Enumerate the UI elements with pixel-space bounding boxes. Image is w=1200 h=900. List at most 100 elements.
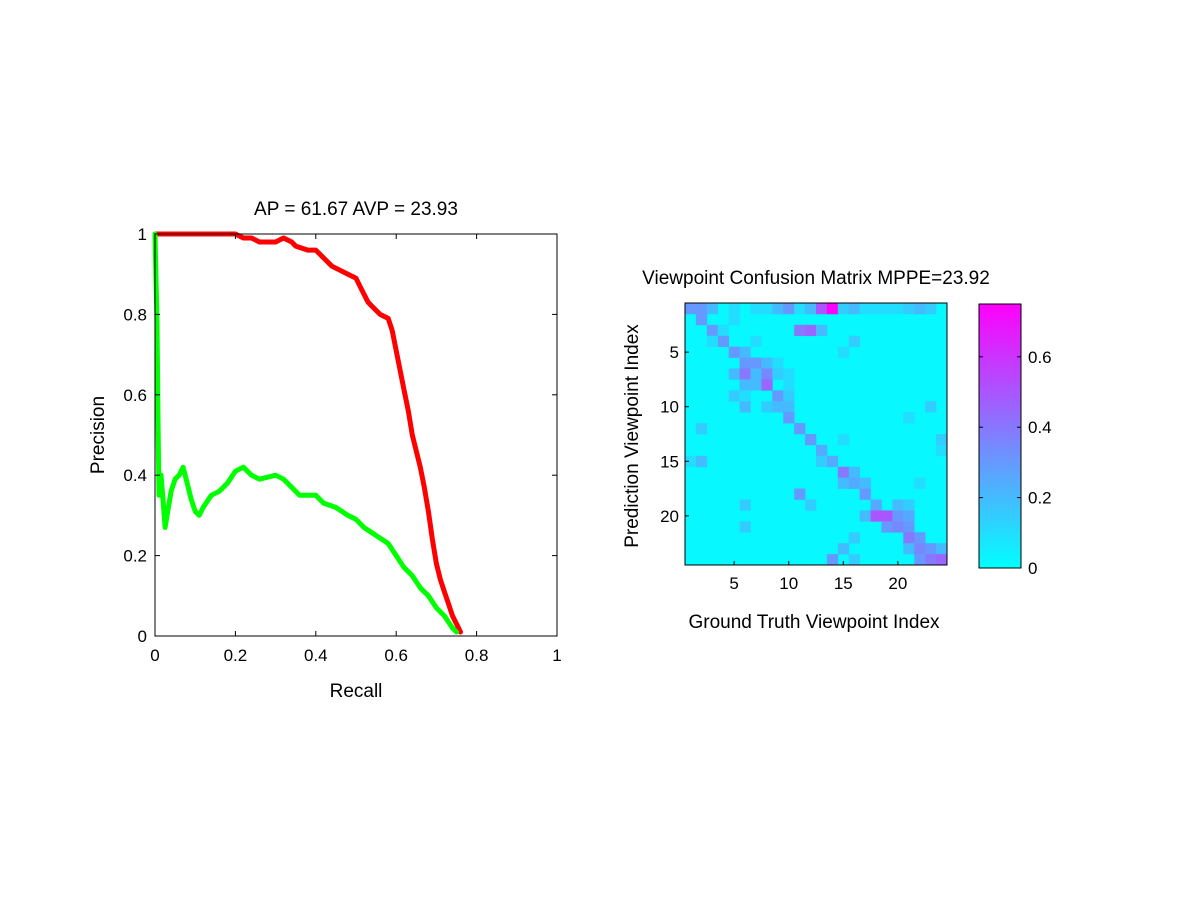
- confusion-matrix-cell: [783, 390, 795, 402]
- confusion-matrix-cell: [761, 401, 773, 413]
- confusion-matrix-cell: [761, 368, 773, 380]
- confusion-matrix-cell: [706, 335, 719, 347]
- confusion-matrix-cell: [881, 510, 893, 522]
- pr-x-tick-label: 0: [150, 646, 159, 665]
- confusion-matrix-cell: [859, 477, 871, 489]
- confusion-matrix-cell: [772, 401, 784, 413]
- confusion-matrix-title: Viewpoint Confusion Matrix MPPE=23.92: [642, 268, 990, 289]
- colorbar-tick-label: 0.4: [1028, 418, 1052, 437]
- confusion-matrix-cell: [925, 303, 937, 315]
- confusion-matrix-cell: [826, 554, 839, 566]
- confusion-matrix-cell: [837, 346, 850, 358]
- confusion-matrix-cell: [837, 543, 850, 555]
- confusion-matrix-cell: [859, 510, 871, 522]
- confusion-matrix-cell: [881, 303, 893, 315]
- colorbar-tick-label: 0: [1028, 559, 1037, 578]
- colorbar-tick-label: 0.2: [1028, 489, 1052, 508]
- confusion-matrix-y-tick-label: 5: [670, 343, 679, 362]
- confusion-matrix-cell: [881, 521, 893, 533]
- pr-y-tick-label: 0.8: [123, 305, 147, 324]
- confusion-matrix-cell: [848, 335, 860, 347]
- pr-y-tick-label: 0: [138, 627, 147, 646]
- confusion-matrix-cell: [805, 499, 817, 511]
- confusion-matrix-cell: [783, 401, 795, 413]
- pr-y-tick-label: 0.6: [123, 386, 147, 405]
- confusion-matrix-cell: [826, 303, 839, 315]
- pr-plot-area: [155, 234, 557, 636]
- confusion-matrix-cell: [837, 434, 850, 446]
- confusion-matrix-y-tick-label: 15: [660, 452, 679, 471]
- confusion-matrix-cell: [783, 303, 795, 315]
- confusion-matrix-cell: [903, 543, 915, 555]
- colorbar-gradient: [978, 303, 1022, 569]
- confusion-matrix-cell: [750, 368, 762, 380]
- confusion-matrix-cell: [685, 455, 697, 468]
- confusion-matrix-cell: [816, 444, 828, 457]
- confusion-matrix-cell: [706, 303, 719, 315]
- confusion-matrix-cell: [706, 324, 719, 337]
- confusion-matrix-cell: [750, 335, 762, 347]
- confusion-matrix-cell: [761, 303, 773, 315]
- confusion-matrix-cell: [783, 379, 795, 391]
- pr-x-tick-label: 1: [552, 646, 561, 665]
- confusion-matrix-cell: [739, 368, 751, 380]
- confusion-matrix-cell: [728, 313, 740, 326]
- confusion-matrix-cell: [914, 477, 926, 489]
- confusion-matrix-cell: [892, 499, 904, 511]
- confusion-matrix-cell: [892, 521, 904, 533]
- confusion-matrix-x-tick-label: 15: [834, 574, 853, 593]
- confusion-matrix-cell: [805, 434, 817, 446]
- confusion-matrix-cell: [848, 532, 860, 544]
- confusion-matrix-cell: [848, 303, 860, 315]
- pr-series-line-2: [152, 231, 459, 635]
- confusion-matrix-cell: [826, 455, 839, 468]
- pr-plot-frame: [154, 233, 558, 637]
- confusion-matrix-cell: [936, 543, 948, 555]
- pr-chart-title: AP = 61.67 AVP = 23.93: [254, 199, 458, 220]
- confusion-matrix-cell: [903, 510, 915, 522]
- confusion-matrix-cell: [936, 434, 948, 446]
- confusion-matrix-cell: [848, 477, 860, 489]
- confusion-matrix-cell: [717, 324, 729, 337]
- pr-x-tick-label: 0.6: [384, 646, 408, 665]
- confusion-matrix-cell: [772, 368, 784, 380]
- pr-y-axis-label: Precision: [88, 396, 109, 474]
- pr-x-tick-label: 0.8: [465, 646, 489, 665]
- confusion-matrix-cell: [794, 488, 806, 500]
- confusion-matrix-cell: [903, 532, 915, 544]
- confusion-matrix-cell: [805, 303, 817, 315]
- confusion-matrix-cell: [848, 554, 860, 566]
- confusion-matrix-cell: [805, 324, 817, 337]
- confusion-matrix-cell: [728, 390, 740, 402]
- confusion-matrix-cell: [936, 554, 948, 566]
- pr-series-line-1: [152, 231, 463, 635]
- confusion-matrix-cell: [870, 303, 882, 315]
- confusion-matrix-ticks: 5 10 15 20 5 10 15 20: [660, 343, 907, 593]
- confusion-matrix-cell: [750, 357, 762, 369]
- pr-chart: AP = 61.67 AVP = 23.93 0 0.2 0.4 0.6 0.8 1 0 0.…: [88, 199, 562, 702]
- confusion-matrix-cell: [717, 335, 729, 347]
- pr-ticks: 0 0.2 0.4 0.6 0.8 1 0 0.2 0.4 0.6 0.8 1: [123, 225, 561, 665]
- pr-curves: [152, 231, 463, 635]
- confusion-matrix-cell: [925, 401, 937, 413]
- confusion-matrix-x-axis-label: Ground Truth Viewpoint Index: [688, 612, 940, 633]
- confusion-matrix-cell: [783, 412, 795, 424]
- confusion-matrix-cell: [750, 303, 762, 315]
- confusion-matrix-cell: [914, 532, 926, 544]
- confusion-matrix-cell: [816, 303, 828, 315]
- confusion-matrix-cell: [892, 303, 904, 315]
- colorbar: 0 0.2 0.4 0.6: [978, 303, 1052, 578]
- confusion-matrix-cell: [739, 390, 751, 402]
- pr-x-tick-label: 0.2: [224, 646, 248, 665]
- confusion-matrix-cell: [925, 554, 937, 566]
- confusion-matrix-cell: [685, 303, 697, 315]
- confusion-matrix-cell: [870, 499, 882, 511]
- confusion-matrix-cell: [772, 357, 784, 369]
- confusion-matrix-x-tick-label: 5: [729, 574, 738, 593]
- confusion-matrix-cell: [783, 368, 795, 380]
- confusion-matrix-x-tick-label: 20: [888, 574, 907, 593]
- confusion-matrix-cell: [859, 488, 871, 500]
- confusion-matrix-cell: [794, 324, 806, 337]
- confusion-matrix-cell: [739, 379, 751, 391]
